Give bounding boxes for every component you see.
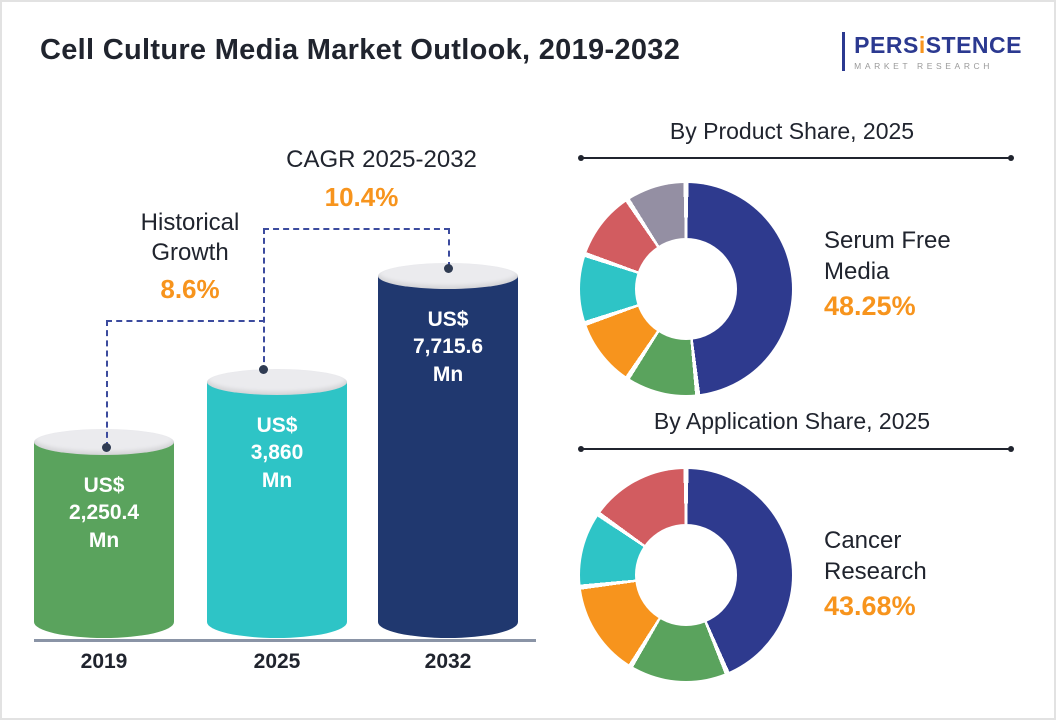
historical-growth-label-line1: Historical	[140, 209, 240, 236]
cagr-value: 10.4%	[324, 182, 399, 212]
x-axis-label-2032: 2032	[424, 650, 472, 673]
bar-2019-amount: 2,250.4	[68, 501, 140, 525]
application-highlight-value: 43.68%	[824, 591, 916, 622]
x-axis-baseline	[34, 639, 536, 642]
logo-text-i: i	[918, 32, 926, 58]
application-share-header: By Application Share, 2025	[653, 408, 931, 434]
application-highlight-label: Cancer Research	[824, 527, 927, 586]
bar-2025-amount: 3,860	[250, 441, 304, 465]
brand-logo: PERSiSTENCE MARKET RESEARCH	[842, 32, 1022, 71]
product-highlight: Serum Free Media 48.25%	[824, 225, 1009, 322]
dashed-connector-cagr-horizontal	[263, 228, 450, 230]
product-highlight-value: 48.25%	[824, 291, 916, 322]
bar-2025-unit: Mn	[261, 468, 293, 492]
page-title: Cell Culture Media Market Outlook, 2019-…	[40, 34, 681, 66]
bar-2032-unit: Mn	[432, 362, 464, 386]
product-highlight-label: Serum Free Media	[824, 227, 951, 286]
logo-text-post: STENCE	[925, 32, 1022, 58]
product-share-divider	[578, 155, 1014, 161]
bar-2019-unit: Mn	[88, 528, 120, 552]
bar-2032-currency: US$	[427, 308, 469, 331]
bar-2032-amount: 7,715.6	[412, 335, 484, 359]
bar-2019: US$ 2,250.4 Mn	[34, 429, 174, 638]
bar-value-label-2032: US$ 7,715.6 Mn	[378, 306, 518, 388]
x-axis-label-2025: 2025	[253, 650, 301, 673]
logo-wordmark: PERSiSTENCE	[854, 32, 1022, 59]
bar-value-label-2019: US$ 2,250.4 Mn	[34, 472, 174, 554]
logo-text-pre: PERS	[854, 32, 919, 58]
bar-2025: US$ 3,860 Mn	[207, 369, 347, 638]
dashed-connector-2019-vertical	[106, 320, 108, 448]
dashed-connector-2032-vertical	[448, 228, 450, 268]
dashed-connector-2025-vertical	[263, 228, 265, 372]
product-donut-chart	[580, 183, 792, 395]
bar-value-label-2025: US$ 3,860 Mn	[207, 412, 347, 494]
cagr-label-line1: CAGR 2025-2032	[286, 146, 477, 173]
bar-2032: US$ 7,715.6 Mn	[378, 263, 518, 638]
x-axis-label-2019: 2019	[80, 650, 128, 673]
product-donut-hole	[635, 238, 737, 340]
logo-tagline: MARKET RESEARCH	[854, 61, 994, 71]
application-highlight: Cancer Research 43.68%	[824, 525, 1009, 622]
bar-2019-currency: US$	[83, 474, 125, 497]
product-share-header: By Product Share, 2025	[669, 118, 915, 144]
bar-2025-currency: US$	[256, 414, 298, 437]
historical-growth-label-line2: Growth	[151, 239, 229, 266]
cagr-label: CAGR 2025-2032	[274, 145, 489, 175]
historical-growth-label: Historical Growth	[110, 208, 270, 268]
historical-growth-value: 8.6%	[160, 274, 220, 304]
dashed-connector-historical-horizontal	[106, 320, 265, 322]
connector-dot-2032	[444, 264, 453, 273]
connector-dot-2025	[259, 365, 268, 374]
connector-dot-2019	[102, 443, 111, 452]
application-share-divider	[578, 446, 1014, 452]
application-donut-chart	[580, 469, 792, 681]
application-donut-hole	[635, 524, 737, 626]
